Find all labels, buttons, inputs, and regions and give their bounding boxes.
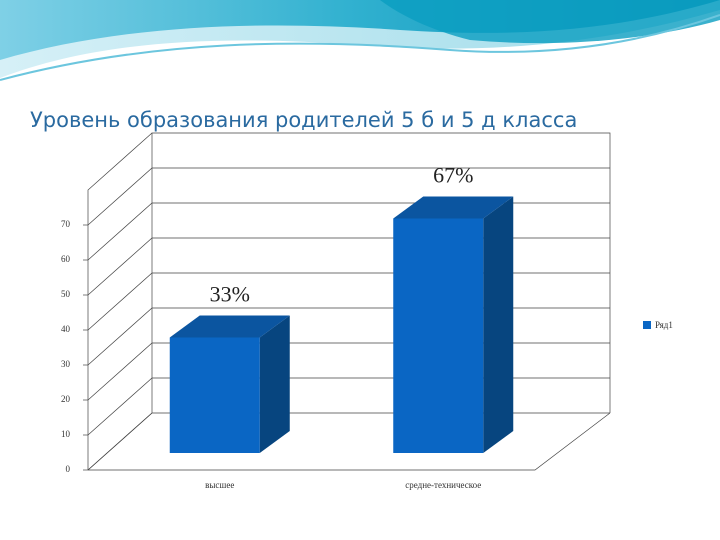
- side-wall: [87, 132, 153, 470]
- bar-side: [259, 315, 290, 453]
- bar-side: [483, 196, 514, 453]
- floor: [87, 412, 611, 471]
- y-tick-label: 0: [66, 464, 71, 474]
- grid-line: [87, 307, 610, 366]
- slide-title: Уровень образования родителей 5 б и 5 д …: [30, 108, 577, 132]
- grid-line: [87, 377, 610, 436]
- grid-line: [87, 272, 610, 331]
- grid-line: [87, 342, 610, 401]
- x-tick-label: средне-техническое: [405, 480, 481, 490]
- grid-line: [87, 167, 610, 226]
- grid-line: [87, 412, 610, 471]
- chart: 0 10 20 30 40 50 60 70 высшее средне-техническое 3…: [61, 132, 673, 490]
- y-tick-label: 20: [61, 394, 71, 404]
- data-label: 33%: [210, 282, 250, 307]
- y-tick-label: 60: [61, 254, 71, 264]
- bar-top: [169, 315, 290, 338]
- y-tick-label: 40: [61, 324, 71, 334]
- grid-line: [87, 237, 610, 296]
- bar-top: [393, 196, 514, 219]
- y-tick-label: 70: [61, 219, 71, 229]
- header-wave: [0, 0, 720, 81]
- y-tick-label: 30: [61, 359, 71, 369]
- x-tick-label: высшее: [205, 480, 234, 490]
- data-label: 67%: [433, 163, 473, 188]
- y-tick-label: 50: [61, 289, 71, 299]
- legend-swatch: [643, 321, 651, 329]
- y-tick-label: 10: [61, 429, 71, 439]
- legend-label: Ряд1: [655, 320, 673, 330]
- grid-line: [87, 202, 610, 261]
- bar: [393, 218, 484, 453]
- bar: [169, 337, 260, 453]
